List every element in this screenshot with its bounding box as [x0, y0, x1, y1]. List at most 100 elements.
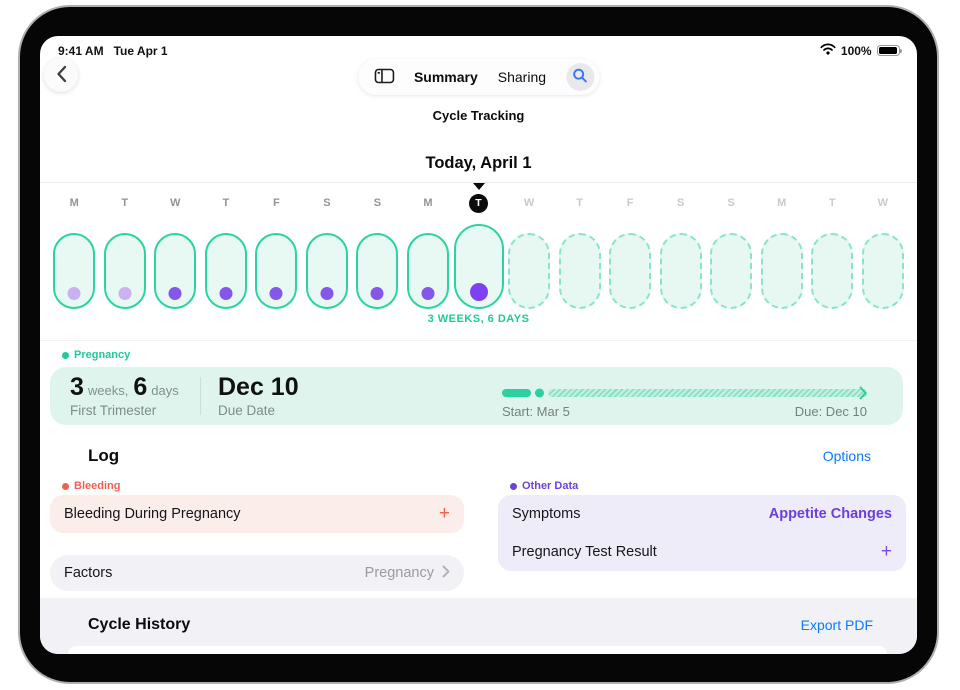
page-title: Cycle Tracking [432, 108, 525, 123]
log-dot-icon [320, 287, 334, 300]
day-pill-future[interactable] [609, 233, 652, 309]
day-letter: T [576, 197, 583, 209]
day-letter: M [777, 197, 787, 209]
chevron-left-icon [56, 65, 67, 86]
history-card-top [68, 646, 887, 654]
day-pill-future[interactable] [861, 233, 904, 309]
log-dot-icon [219, 287, 233, 300]
day-pill-future[interactable] [558, 233, 601, 309]
day-pill-today[interactable] [453, 224, 504, 309]
date-heading: Today, April 1 [425, 154, 532, 172]
day-pill-logged[interactable] [204, 233, 247, 309]
day-letter: S [727, 197, 735, 209]
factors-value: Pregnancy [364, 565, 434, 581]
cycle-history-title: Cycle History [88, 616, 191, 633]
add-pregnancy-test-button[interactable]: + [880, 541, 892, 562]
log-dot-icon [168, 287, 182, 300]
day-letter: S [676, 197, 685, 209]
other-data-dot-icon [510, 482, 517, 490]
status-time: 9:41 AM [58, 43, 104, 58]
sidebar-icon [374, 68, 394, 87]
chevron-right-icon [442, 565, 450, 582]
pregnancy-test-row[interactable]: Pregnancy Test Result + [498, 533, 906, 571]
tab-summary[interactable]: Summary [413, 69, 478, 85]
day-pill-future[interactable] [760, 233, 803, 309]
gestation-caption: 3 WEEKS, 6 DAYS [427, 313, 530, 325]
day-pill-future[interactable] [811, 233, 854, 309]
bleeding-legend: Bleeding [62, 480, 120, 492]
today-pointer-icon [472, 183, 485, 190]
log-dot-icon [118, 287, 132, 300]
bleeding-dot-icon [62, 482, 69, 490]
battery-icon [876, 44, 902, 57]
due-date-value: Dec 10 [218, 373, 299, 401]
divider [40, 340, 917, 341]
options-button[interactable]: Options [822, 448, 871, 464]
day-letter: W [523, 197, 535, 209]
bleeding-row[interactable]: Bleeding During Pregnancy + [50, 495, 464, 533]
day-letter: F [273, 197, 280, 209]
day-pill-logged[interactable] [406, 233, 449, 309]
pregnancy-legend: Pregnancy [62, 349, 130, 361]
screen: 9:41 AM Tue Apr 1 100% [40, 36, 917, 654]
days-value: 6 [133, 373, 148, 401]
progress-marker [535, 388, 545, 398]
tab-sharing[interactable]: Sharing [497, 69, 547, 85]
day-letter: T [222, 197, 230, 209]
ipad-device-frame: 9:41 AM Tue Apr 1 100% [18, 5, 939, 684]
day-letter: T [828, 197, 836, 209]
symptoms-value[interactable]: Appetite Changes [768, 506, 892, 522]
day-letter: W [877, 197, 888, 209]
back-button[interactable] [44, 58, 78, 92]
day-letter: F [626, 197, 634, 209]
gestation-duration: 3 weeks, 6 days First Trimester [70, 373, 184, 419]
day-pill-logged[interactable] [53, 233, 96, 309]
weeks-value: 3 [70, 373, 84, 401]
sidebar-toggle-button[interactable] [374, 68, 394, 87]
wifi-icon [820, 43, 836, 58]
day-pill-logged[interactable] [356, 233, 399, 309]
factors-label: Factors [64, 565, 113, 581]
progress-start-label: Start: Mar 5 [502, 404, 570, 419]
day-pill-future[interactable] [508, 233, 551, 309]
day-pill-future[interactable] [710, 233, 753, 309]
symptoms-label: Symptoms [512, 506, 581, 522]
trimester-label: First Trimester [70, 403, 157, 418]
progress-remaining [548, 389, 867, 397]
log-dot-icon [67, 287, 81, 300]
log-dot-icon [269, 287, 283, 300]
other-data-card: Symptoms Appetite Changes Pregnancy Test… [498, 495, 906, 571]
search-button[interactable] [566, 63, 595, 91]
status-bar: 9:41 AM Tue Apr 1 100% [58, 43, 902, 58]
day-letter: S [323, 197, 331, 209]
top-navigation: Summary Sharing [357, 59, 600, 95]
export-pdf-button[interactable]: Export PDF [800, 617, 873, 633]
day-pill-logged[interactable] [305, 233, 348, 309]
log-dot-icon [421, 287, 435, 300]
log-dot-icon [370, 287, 384, 300]
pregnancy-summary-card[interactable]: 3 weeks, 6 days First Trimester Dec 10 Due … [50, 367, 903, 425]
progress-fill [502, 389, 532, 397]
pregnancy-test-label: Pregnancy Test Result [512, 544, 657, 560]
divider [40, 182, 917, 183]
log-section-title: Log [88, 446, 120, 465]
symptoms-row[interactable]: Symptoms Appetite Changes [498, 495, 906, 533]
factors-row[interactable]: Factors Pregnancy [50, 555, 464, 591]
add-bleeding-button[interactable]: + [438, 503, 450, 524]
progress-due-label: Due: Dec 10 [794, 404, 867, 419]
cycle-day-strip [49, 221, 908, 309]
pregnancy-progress: Start: Mar 5 Due: Dec 10 [502, 386, 887, 419]
other-data-legend: Other Data [510, 480, 578, 492]
chevron-right-icon [859, 386, 867, 405]
cycle-history-section: Cycle History Export PDF [40, 599, 917, 654]
day-letter: T [121, 197, 129, 209]
pregnancy-progress-bar [502, 386, 867, 400]
day-pill-future[interactable] [659, 233, 702, 309]
day-pill-logged[interactable] [255, 233, 298, 309]
day-pill-logged[interactable] [103, 233, 146, 309]
day-letter: M [423, 197, 433, 209]
search-icon [573, 68, 588, 86]
today-badge: T [469, 193, 489, 213]
day-pill-logged[interactable] [154, 233, 197, 309]
